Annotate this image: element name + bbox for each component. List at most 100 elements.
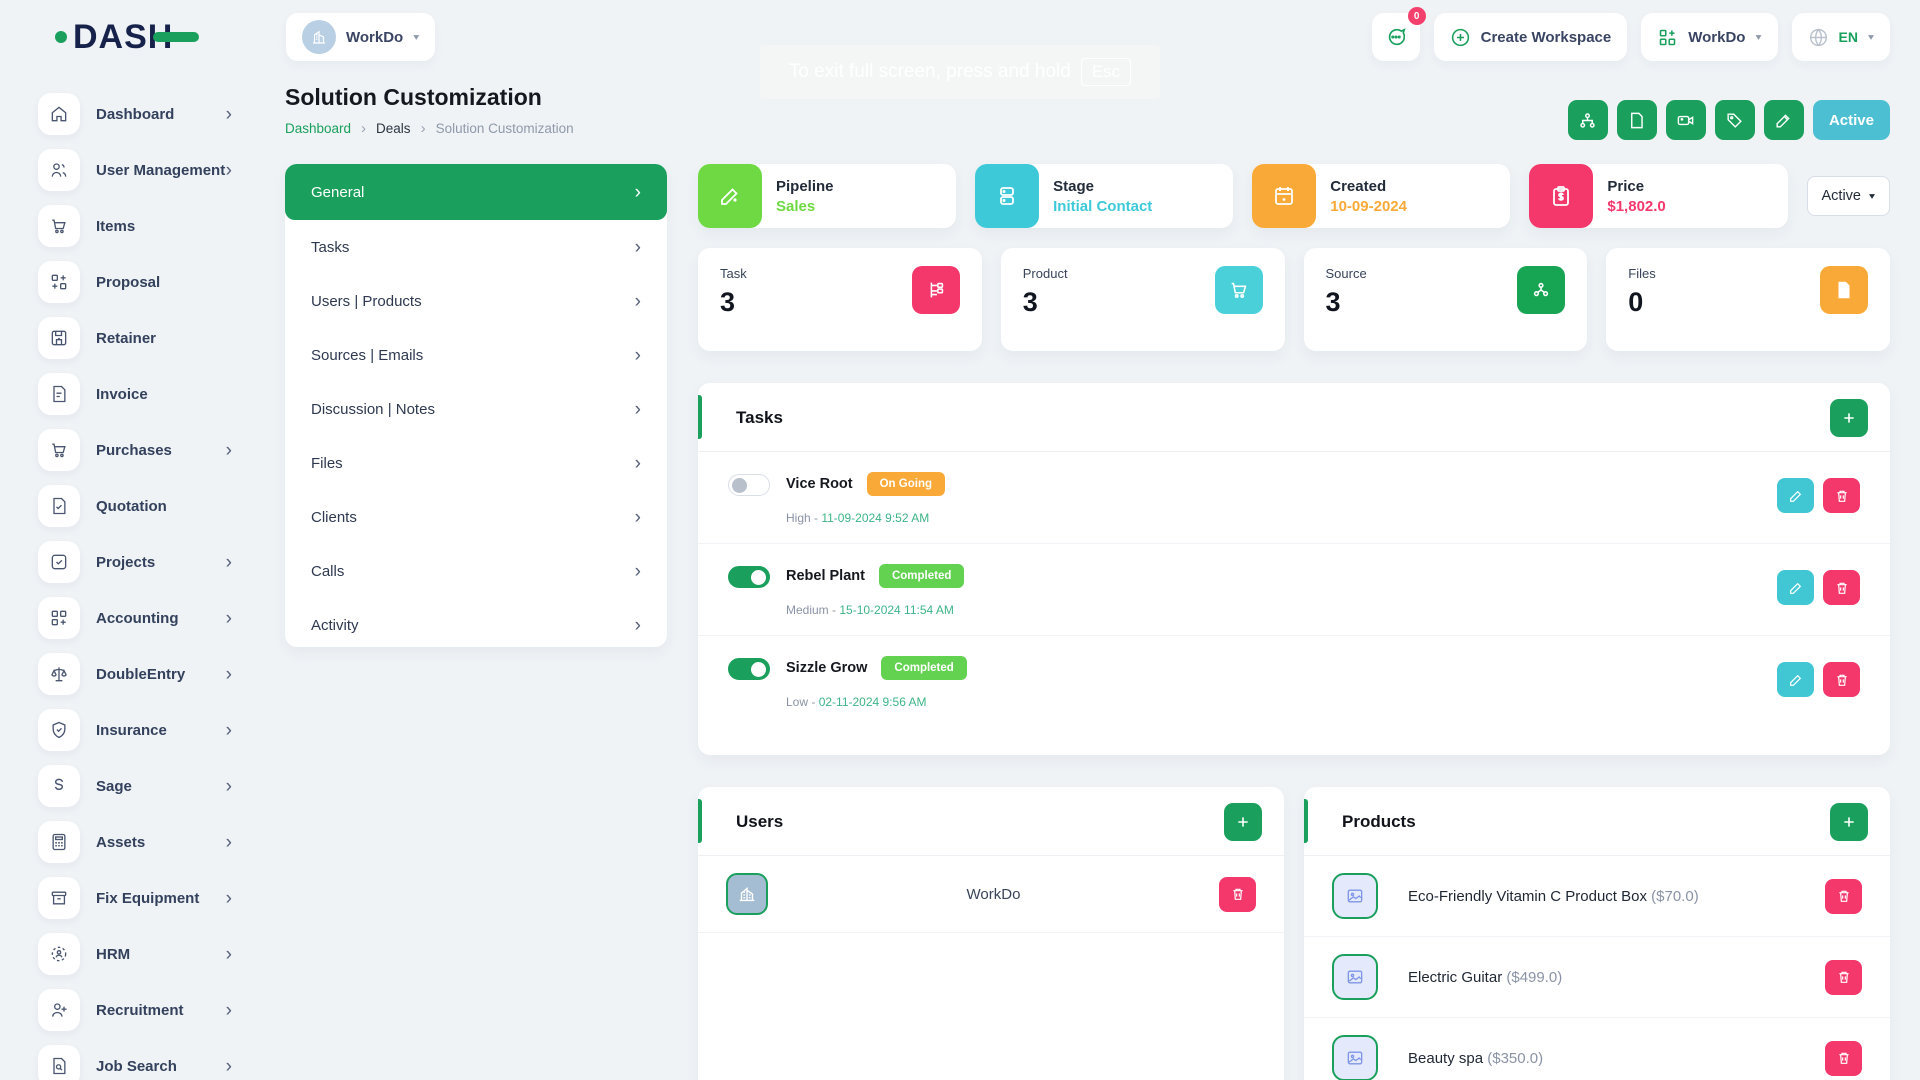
sidebar-item-doubleentry[interactable]: DoubleEntry › xyxy=(38,646,260,702)
delete-product-button[interactable] xyxy=(1825,878,1862,914)
sidebar-item-sage[interactable]: Sage › xyxy=(38,758,260,814)
sidebar-item-projects[interactable]: Projects › xyxy=(38,534,260,590)
product-name: Electric Guitar ($499.0) xyxy=(1408,968,1563,986)
image-icon xyxy=(1332,873,1378,919)
tag-button[interactable] xyxy=(1714,100,1755,140)
sitemap-icon xyxy=(1580,112,1596,128)
sidebar-item-user-management[interactable]: User Management › xyxy=(38,142,260,198)
deal-menu-tasks[interactable]: Tasks › xyxy=(311,236,641,258)
sidebar-item-insurance[interactable]: Insurance › xyxy=(38,702,260,758)
edit-task-button[interactable] xyxy=(1777,570,1814,605)
share-nodes-icon xyxy=(1517,266,1566,314)
trash-icon xyxy=(1838,971,1849,983)
task-row: Vice Root On Going High - 11-09-2024 9:5… xyxy=(698,452,1890,544)
task-toggle[interactable] xyxy=(728,658,770,680)
shield-check-icon xyxy=(38,709,80,751)
add-task-button[interactable] xyxy=(1830,399,1868,437)
delete-task-button[interactable] xyxy=(1823,478,1860,513)
sage-icon xyxy=(38,765,80,807)
deal-menu-clients[interactable]: Clients › xyxy=(311,506,641,528)
breadcrumb-current: Solution Customization xyxy=(435,121,574,136)
deal-menu-discussion-notes[interactable]: Discussion | Notes › xyxy=(311,398,641,420)
edit-button[interactable] xyxy=(1763,100,1804,140)
sidebar-item-recruitment[interactable]: Recruitment › xyxy=(38,982,260,1038)
file-button[interactable] xyxy=(1616,100,1657,140)
deal-menu-activity[interactable]: Activity › xyxy=(311,614,641,636)
task-toggle[interactable] xyxy=(728,566,770,588)
delete-user-button[interactable] xyxy=(1219,876,1256,912)
main-content: Solution Customization Dashboard › Deals… xyxy=(260,74,1920,1080)
sidebar-item-items[interactable]: Items xyxy=(38,198,260,254)
delete-product-button[interactable] xyxy=(1825,959,1862,995)
chevron-right-icon: › xyxy=(225,607,232,629)
active-status-button[interactable]: Active xyxy=(1812,100,1890,140)
status-badge: Completed xyxy=(878,564,965,588)
deal-info-row: Pipeline Sales Stage Initial Contact Cre… xyxy=(698,164,1891,228)
deal-menu-users-products[interactable]: Users | Products › xyxy=(311,290,641,312)
plus-icon xyxy=(1844,817,1854,827)
pipeline-card: Pipeline Sales xyxy=(698,164,957,228)
sidebar-item-fix-equipment[interactable]: Fix Equipment › xyxy=(38,870,260,926)
chevron-right-icon: › xyxy=(634,506,641,528)
breadcrumb-dashboard[interactable]: Dashboard xyxy=(285,121,352,136)
app-switcher-button[interactable]: WorkDo ▾ xyxy=(1641,13,1778,61)
deal-menu-files[interactable]: Files › xyxy=(311,452,641,474)
logo-dot-icon xyxy=(55,31,67,43)
sidebar-item-dashboard[interactable]: Dashboard › xyxy=(38,86,260,142)
video-button[interactable] xyxy=(1665,100,1706,140)
pencil-icon xyxy=(1776,113,1791,128)
price-card: Price $1,802.0 xyxy=(1529,164,1788,228)
grid-plus-icon xyxy=(38,597,80,639)
chat-badge: 0 xyxy=(1407,7,1426,25)
product-row: Eco-Friendly Vitamin C Product Box ($70.… xyxy=(1304,856,1890,937)
deal-menu-calls[interactable]: Calls › xyxy=(311,560,641,582)
chevron-right-icon: › xyxy=(634,452,641,474)
delete-task-button[interactable] xyxy=(1823,570,1860,605)
chat-icon xyxy=(1385,26,1407,48)
workspace-selector[interactable]: WorkDo ▾ xyxy=(286,13,436,61)
sidebar-item-proposal[interactable]: Proposal xyxy=(38,254,260,310)
sidebar-item-accounting[interactable]: Accounting › xyxy=(38,590,260,646)
chevron-right-icon: › xyxy=(225,1055,232,1077)
status-select[interactable]: Active ▾ xyxy=(1806,176,1891,216)
sidebar-item-invoice[interactable]: Invoice xyxy=(38,366,260,422)
breadcrumb-deals[interactable]: Deals xyxy=(376,121,411,136)
plus-circle-icon xyxy=(1450,27,1471,48)
sidebar-item-retainer[interactable]: Retainer xyxy=(38,310,260,366)
tasks-card: Tasks Vice Root On Going High - 11-09-20… xyxy=(698,383,1890,755)
add-user-button[interactable] xyxy=(1224,803,1262,841)
stage-card: Stage Initial Contact xyxy=(975,164,1234,228)
product-row: Electric Guitar ($499.0) xyxy=(1304,937,1890,1018)
trash-icon xyxy=(1836,582,1847,594)
building-icon xyxy=(739,887,755,902)
proposal-icon xyxy=(38,261,80,303)
messenger-button[interactable]: 0 xyxy=(1371,7,1426,61)
deal-menu-sources-emails[interactable]: Sources | Emails › xyxy=(311,344,641,366)
add-product-button[interactable] xyxy=(1830,803,1868,841)
create-workspace-button[interactable]: Create Workspace xyxy=(1433,13,1628,61)
delete-task-button[interactable] xyxy=(1823,662,1860,697)
users-card: Users WorkDo xyxy=(698,787,1284,1080)
sitemap-button[interactable] xyxy=(1567,100,1608,140)
sidebar-item-job-search[interactable]: Job Search › xyxy=(38,1038,260,1080)
sidebar-item-quotation[interactable]: Quotation xyxy=(38,478,260,534)
sidebar-item-purchases[interactable]: Purchases › xyxy=(38,422,260,478)
user-avatar xyxy=(726,873,768,915)
sidebar-item-hrm[interactable]: HRM › xyxy=(38,926,260,982)
logo[interactable]: DASH xyxy=(0,18,260,57)
trash-icon xyxy=(1838,1052,1849,1064)
task-toggle[interactable] xyxy=(728,474,770,496)
chevron-down-icon: ▾ xyxy=(413,31,420,43)
sidebar-item-assets[interactable]: Assets › xyxy=(38,814,260,870)
edit-task-button[interactable] xyxy=(1777,478,1814,513)
file-check-icon xyxy=(38,485,80,527)
workspace-avatar xyxy=(302,20,336,54)
calculator-icon xyxy=(38,821,80,863)
page-title: Solution Customization xyxy=(285,84,542,110)
edit-task-button[interactable] xyxy=(1777,662,1814,697)
delete-product-button[interactable] xyxy=(1825,1040,1862,1076)
deal-menu-general[interactable]: General › xyxy=(285,164,667,220)
stats-row: Task 3 Product 3 Source 3 Files 0 xyxy=(698,248,1890,351)
tree-icon xyxy=(911,266,960,314)
language-selector[interactable]: EN ▾ xyxy=(1791,13,1890,61)
